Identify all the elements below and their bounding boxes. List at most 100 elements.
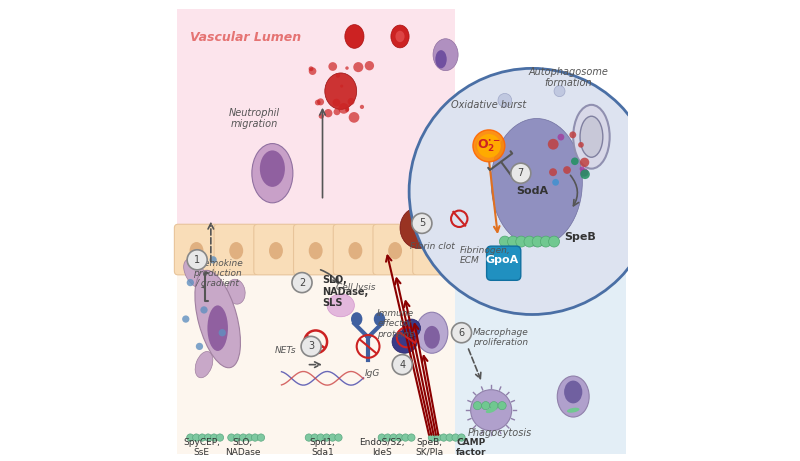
Circle shape <box>329 434 336 441</box>
FancyBboxPatch shape <box>454 266 626 454</box>
Circle shape <box>328 62 337 71</box>
Circle shape <box>305 434 313 441</box>
Circle shape <box>446 434 454 441</box>
Ellipse shape <box>470 390 512 431</box>
Circle shape <box>346 107 350 111</box>
Circle shape <box>516 236 526 247</box>
Ellipse shape <box>230 242 243 260</box>
Circle shape <box>258 434 265 441</box>
Ellipse shape <box>325 73 357 109</box>
Circle shape <box>234 434 241 441</box>
Circle shape <box>549 168 557 176</box>
Text: 2: 2 <box>299 278 305 288</box>
Circle shape <box>349 112 359 123</box>
Circle shape <box>187 250 207 270</box>
Text: Neutrophil
migration: Neutrophil migration <box>229 108 280 129</box>
Text: Macrophage
proliferation: Macrophage proliferation <box>473 328 529 347</box>
Circle shape <box>428 434 435 441</box>
Circle shape <box>498 94 512 107</box>
Circle shape <box>384 434 391 441</box>
Circle shape <box>309 67 316 75</box>
Ellipse shape <box>226 279 245 304</box>
Ellipse shape <box>374 312 385 326</box>
Text: 5: 5 <box>418 219 425 228</box>
Circle shape <box>549 236 559 247</box>
Ellipse shape <box>351 312 362 326</box>
Text: Phagocytosis: Phagocytosis <box>468 428 533 438</box>
Circle shape <box>392 355 412 375</box>
Circle shape <box>554 86 565 97</box>
Circle shape <box>186 279 194 286</box>
FancyBboxPatch shape <box>486 246 521 280</box>
Circle shape <box>200 306 208 313</box>
Circle shape <box>574 129 590 145</box>
Text: Autophagosome
formation: Autophagosome formation <box>529 67 609 89</box>
Text: GpoA: GpoA <box>486 255 519 265</box>
Ellipse shape <box>190 242 203 260</box>
Ellipse shape <box>491 118 582 246</box>
FancyBboxPatch shape <box>214 224 258 275</box>
Circle shape <box>210 256 217 263</box>
Circle shape <box>340 84 343 88</box>
Circle shape <box>193 434 200 441</box>
Text: 6: 6 <box>458 328 465 338</box>
Circle shape <box>578 142 584 148</box>
Text: 3: 3 <box>308 342 314 351</box>
Text: Fibrin clot: Fibrin clot <box>410 242 454 251</box>
Circle shape <box>580 170 590 179</box>
Text: 7: 7 <box>518 168 524 178</box>
Circle shape <box>333 99 340 106</box>
Ellipse shape <box>195 270 241 368</box>
Ellipse shape <box>345 24 364 48</box>
Ellipse shape <box>252 143 293 203</box>
Ellipse shape <box>574 105 610 169</box>
Text: 1: 1 <box>194 255 200 265</box>
FancyBboxPatch shape <box>413 224 457 275</box>
Text: NETs: NETs <box>275 347 297 355</box>
Circle shape <box>292 272 312 293</box>
Text: SodA: SodA <box>516 186 548 196</box>
Circle shape <box>552 179 559 186</box>
FancyArrowPatch shape <box>453 213 470 219</box>
Circle shape <box>218 329 226 337</box>
Text: SpeB: SpeB <box>564 232 596 242</box>
Circle shape <box>246 434 253 441</box>
Circle shape <box>434 434 442 441</box>
Circle shape <box>345 108 349 112</box>
FancyArrowPatch shape <box>448 215 466 222</box>
Circle shape <box>452 434 459 441</box>
Ellipse shape <box>391 25 409 48</box>
Text: EndoS/S2,
IdeS: EndoS/S2, IdeS <box>359 437 405 457</box>
Text: SLO,
NADase,
SLS: SLO, NADase, SLS <box>322 275 369 308</box>
Ellipse shape <box>564 381 582 403</box>
Ellipse shape <box>184 259 206 288</box>
Circle shape <box>476 140 489 152</box>
Ellipse shape <box>327 294 354 317</box>
Circle shape <box>334 108 340 115</box>
Circle shape <box>360 105 364 109</box>
Circle shape <box>474 402 482 410</box>
Circle shape <box>317 98 324 106</box>
Circle shape <box>354 62 363 72</box>
Circle shape <box>548 139 558 150</box>
Ellipse shape <box>486 408 497 413</box>
Circle shape <box>396 434 403 441</box>
Ellipse shape <box>435 50 446 68</box>
Text: Vascular Lumen: Vascular Lumen <box>190 31 302 44</box>
Ellipse shape <box>567 408 579 413</box>
Ellipse shape <box>424 326 440 349</box>
Circle shape <box>510 163 531 183</box>
Circle shape <box>558 134 564 141</box>
FancyBboxPatch shape <box>373 224 418 275</box>
Circle shape <box>338 103 349 114</box>
Circle shape <box>301 337 321 356</box>
Ellipse shape <box>260 150 285 187</box>
FancyArrowPatch shape <box>450 214 468 220</box>
FancyBboxPatch shape <box>334 224 378 275</box>
Circle shape <box>315 100 321 106</box>
Circle shape <box>336 73 340 78</box>
Ellipse shape <box>402 319 421 337</box>
Ellipse shape <box>580 116 603 157</box>
Text: Cell lysis: Cell lysis <box>336 283 376 292</box>
Circle shape <box>402 434 409 441</box>
